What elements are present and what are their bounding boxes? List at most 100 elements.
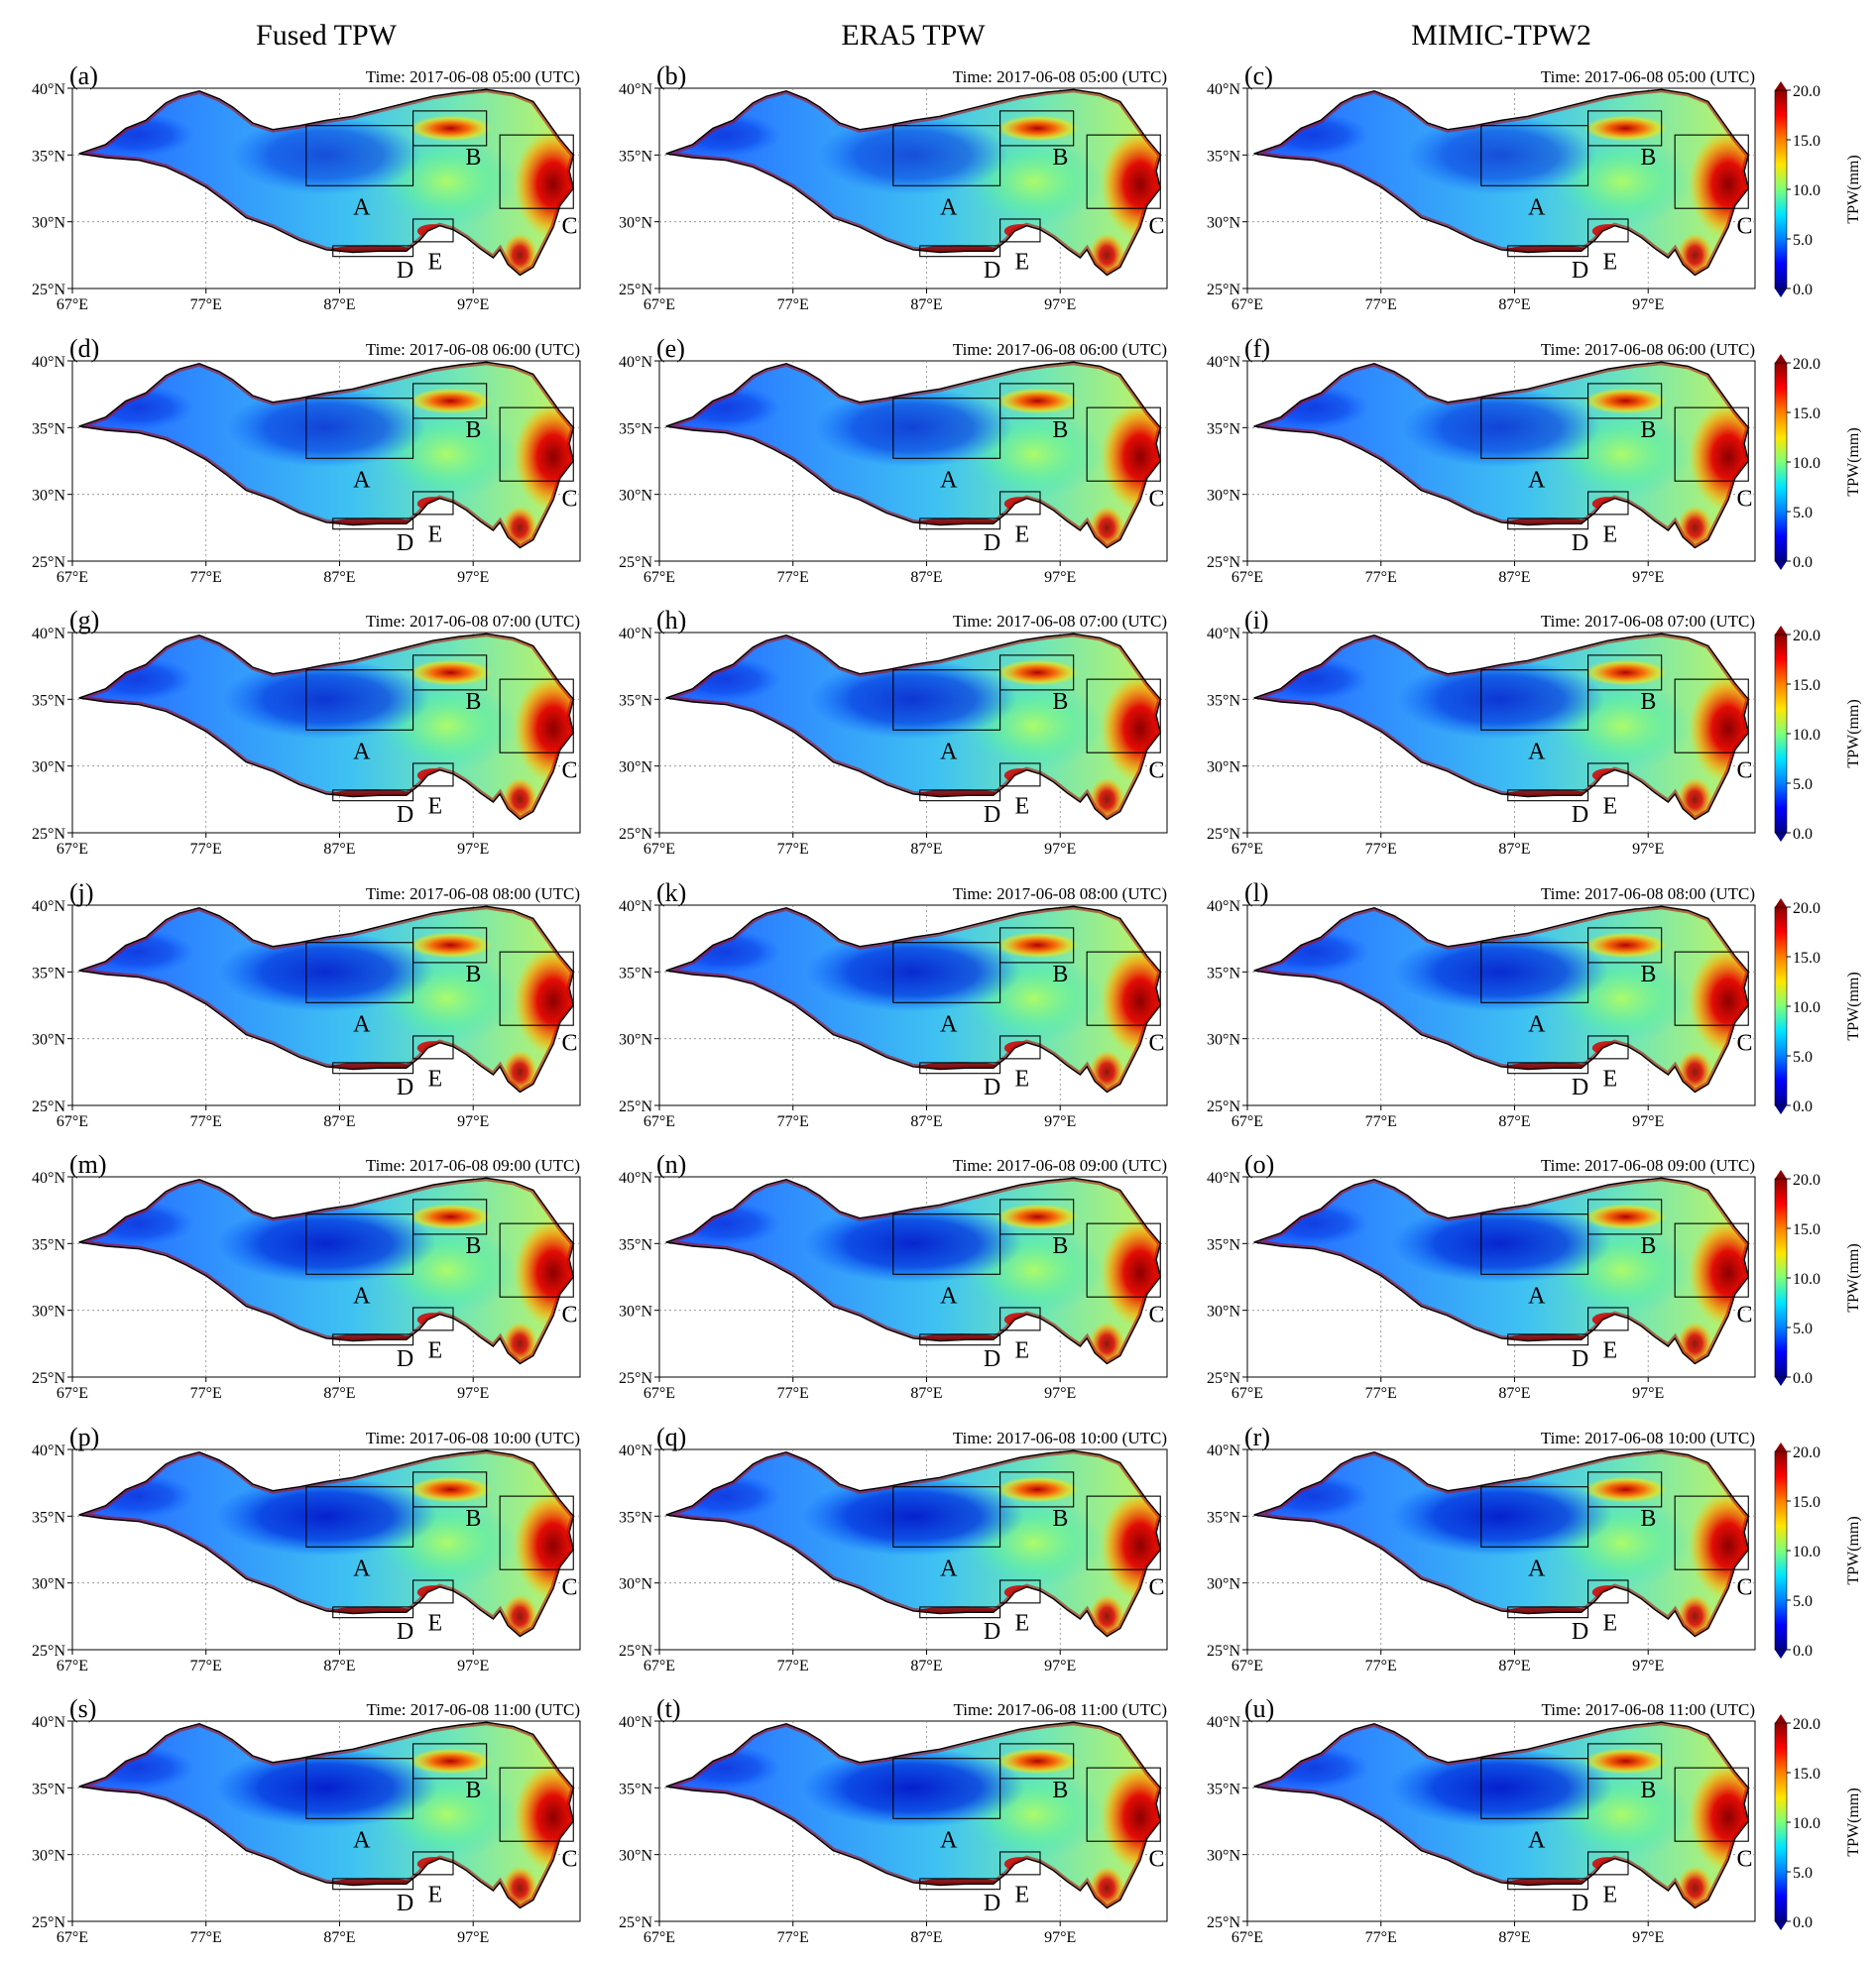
lon-tick-label: 67°E (644, 841, 675, 858)
lon-tick-label: 67°E (644, 1385, 675, 1402)
region-box (1587, 1035, 1629, 1060)
colorbar-tick: 10.0 (1793, 182, 1820, 199)
region-box (1587, 110, 1663, 147)
lat-tick-label: 25°N (619, 282, 652, 298)
panel-time: Time: 2017-06-08 05:00 (UTC) (366, 67, 580, 86)
plateau-outline (1253, 88, 1750, 277)
column-title: ERA5 TPW (841, 19, 986, 52)
region-label: C (1737, 1302, 1753, 1327)
map-panel: A B C D E 40°N 35°N 30°N 25°N67°E 77°E 87°E 97°E (c)… (1207, 61, 1756, 313)
panel-time: Time: 2017-06-08 07:00 (UTC) (1541, 612, 1755, 631)
lat-tick-label: 35°N (619, 1781, 652, 1797)
region-label: E (427, 1338, 442, 1364)
region-box (305, 1213, 414, 1275)
panel-letter: (i) (1244, 606, 1269, 635)
plateau-outline (1253, 905, 1750, 1094)
colorbar-tick: 0.0 (1793, 1914, 1813, 1931)
region-box (919, 1606, 1001, 1619)
panel-time: Time: 2017-06-08 07:00 (UTC) (953, 612, 1167, 631)
region-box (305, 1758, 414, 1819)
region-label: D (397, 530, 413, 556)
region-label: C (1149, 1302, 1165, 1327)
panel-time: Time: 2017-06-08 09:00 (UTC) (366, 1156, 580, 1175)
lon-tick-label: 67°E (1231, 1658, 1263, 1674)
lon-tick-label: 77°E (1365, 569, 1397, 586)
region-label: D (984, 530, 1000, 556)
region-box (1674, 678, 1749, 753)
region-box (1507, 518, 1589, 530)
lat-tick-label: 30°N (619, 1032, 652, 1049)
panel-letter: (o) (1244, 1150, 1274, 1179)
region-label: D (1572, 1891, 1588, 1916)
region-box (412, 1307, 454, 1331)
lat-tick-label: 40°N (619, 354, 652, 371)
lat-tick-label: 40°N (1207, 626, 1240, 642)
lon-tick-label: 77°E (190, 569, 222, 586)
lat-tick-label: 30°N (32, 488, 65, 505)
lat-tick-label: 30°N (1207, 1304, 1240, 1321)
lat-tick-label: 35°N (1207, 692, 1240, 709)
region-box (332, 1333, 414, 1346)
lon-tick-label: 77°E (190, 841, 222, 858)
lon-tick-label: 77°E (190, 1929, 222, 1946)
lon-tick-label: 87°E (1498, 296, 1530, 313)
region-box (412, 383, 488, 419)
map-panel: A B C D E 40°N 35°N 30°N 25°N67°E 77°E 87°E 97°E (k)… (619, 878, 1168, 1130)
region-box (1587, 218, 1629, 243)
region-box (999, 1471, 1075, 1508)
panel-letter: (m) (69, 1150, 107, 1179)
region-label: A (353, 739, 371, 764)
colorbar-tick: 0.0 (1793, 554, 1813, 571)
region-box (1086, 951, 1161, 1026)
region-box (919, 1062, 1001, 1075)
lon-tick-label: 77°E (777, 1929, 809, 1946)
region-box (499, 134, 574, 209)
region-label: A (353, 1556, 371, 1581)
lat-tick-label: 30°N (1207, 759, 1240, 776)
region-label: B (1640, 689, 1656, 715)
region-box (412, 1471, 488, 1508)
plateau-outline (78, 905, 575, 1094)
lon-tick-label: 67°E (644, 1658, 675, 1674)
region-label: B (1640, 417, 1656, 443)
region-box (892, 1486, 1001, 1548)
region-label: A (940, 739, 958, 764)
lat-tick-label: 40°N (1207, 1714, 1240, 1731)
region-label: D (397, 802, 413, 828)
plateau-outline (78, 1177, 575, 1365)
region-label: E (1014, 1067, 1029, 1093)
lon-tick-label: 97°E (1632, 1385, 1664, 1402)
lat-tick-label: 40°N (32, 626, 65, 642)
colorbar-label: TPW(mm) (1845, 699, 1862, 767)
map-panel: A B C D E 40°N 35°N 30°N 25°N67°E 77°E 87°E 97°E (g)… (32, 606, 581, 858)
lat-tick-label: 25°N (619, 1370, 652, 1387)
lat-tick-label: 35°N (32, 1236, 65, 1253)
panel-time: Time: 2017-06-08 10:00 (UTC) (953, 1429, 1167, 1447)
panel-letter: (e) (656, 334, 685, 363)
lon-tick-label: 67°E (57, 1658, 88, 1674)
colorbar-label: TPW(mm) (1845, 972, 1862, 1040)
region-box (412, 1851, 454, 1876)
region-label: E (1602, 1883, 1617, 1908)
column-title: MIMIC-TPW2 (1411, 19, 1591, 52)
lon-tick-label: 77°E (777, 1385, 809, 1402)
map-panel: A B C D E 40°N 35°N 30°N 25°N67°E 77°E 87°E 97°E (m)… (32, 1150, 581, 1402)
region-label: D (984, 258, 1000, 284)
lat-tick-label: 25°N (32, 1098, 65, 1115)
lon-tick-label: 67°E (1231, 296, 1263, 313)
colorbar-tick: 10.0 (1793, 1815, 1820, 1832)
region-box (499, 1495, 574, 1570)
colorbar: 20.0 15.0 10.0 5.0 0.0 TPW(mm) (1774, 626, 1862, 843)
region-label: E (1602, 250, 1617, 276)
region-box (999, 1035, 1041, 1060)
lat-tick-label: 25°N (32, 1914, 65, 1931)
lon-tick-label: 87°E (323, 841, 355, 858)
panel-letter: (l) (1244, 878, 1269, 907)
region-label: A (1528, 1556, 1546, 1581)
lat-tick-label: 30°N (1207, 1848, 1240, 1865)
lat-tick-label: 40°N (619, 1170, 652, 1187)
lat-tick-label: 35°N (619, 1236, 652, 1253)
colorbar-tick: 10.0 (1793, 1271, 1820, 1288)
region-box (1587, 927, 1663, 964)
lat-tick-label: 40°N (619, 81, 652, 98)
